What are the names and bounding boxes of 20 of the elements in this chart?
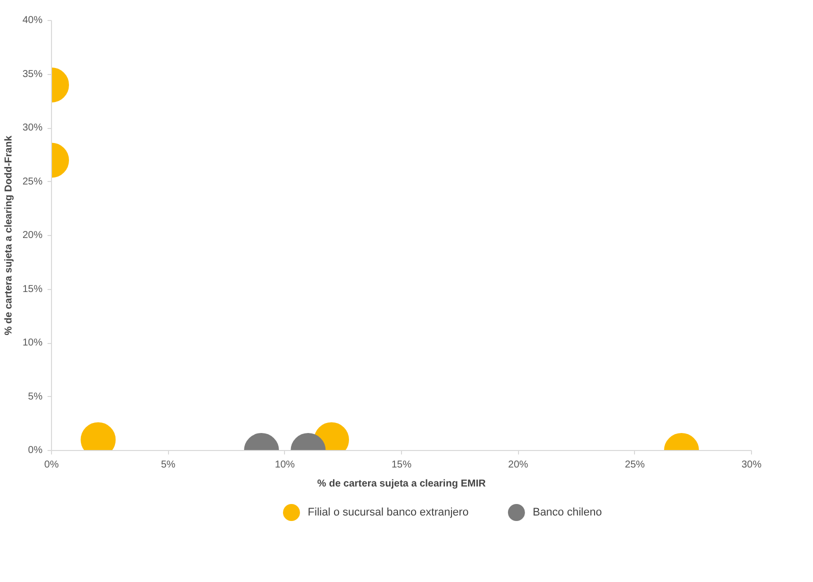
legend-label: Filial o sucursal banco extranjero <box>308 506 469 518</box>
y-tick-label: 5% <box>28 391 43 402</box>
y-axis-title: % de cartera sujeta a clearing Dodd-Frank <box>3 135 14 336</box>
x-tick-label: 0% <box>44 460 59 470</box>
x-tick-label: 20% <box>508 460 528 470</box>
y-tick-label: 10% <box>22 338 43 348</box>
y-tick-label: 40% <box>22 15 43 26</box>
y-tick-label: 35% <box>22 68 43 80</box>
y-tick-label: 0% <box>28 445 43 456</box>
legend-label: Banco chileno <box>532 506 602 518</box>
x-tick-label: 10% <box>274 460 295 470</box>
x-tick-label: 30% <box>741 460 762 470</box>
y-tick-label: 25% <box>22 176 43 188</box>
y-tick-label: 15% <box>22 284 43 295</box>
x-tick-label: 5% <box>160 460 176 470</box>
x-tick-label: 15% <box>391 460 412 470</box>
x-tick-label: 25% <box>624 460 645 470</box>
x-axis-title: % de cartera sujeta a clearing EMIR <box>317 478 486 490</box>
y-tick-label: 30% <box>22 122 43 134</box>
y-tick-label: 20% <box>22 230 43 241</box>
